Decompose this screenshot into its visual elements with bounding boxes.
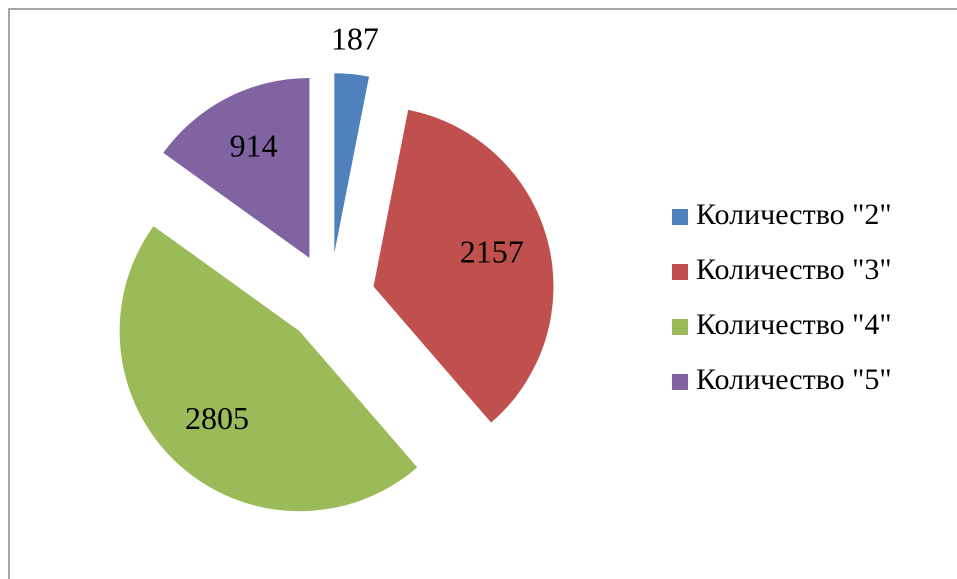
pie-slice [373,109,554,423]
data-label: 187 [331,21,379,57]
data-label: 914 [230,127,278,163]
data-label: 2805 [185,400,249,436]
legend-label: Количество "5" [696,363,892,396]
legend-label: Количество "2" [696,198,892,231]
legend-label: Количество "3" [696,253,892,286]
legend-label: Количество "4" [696,308,892,341]
legend-swatch [672,209,688,225]
chart-frame [8,8,957,579]
legend-swatch [672,319,688,335]
legend-swatch [672,264,688,280]
data-label: 2157 [460,233,524,269]
pie-slice [119,226,418,512]
pie-slice [334,73,370,254]
legend-swatch [672,374,688,390]
pie-slice [163,77,310,258]
